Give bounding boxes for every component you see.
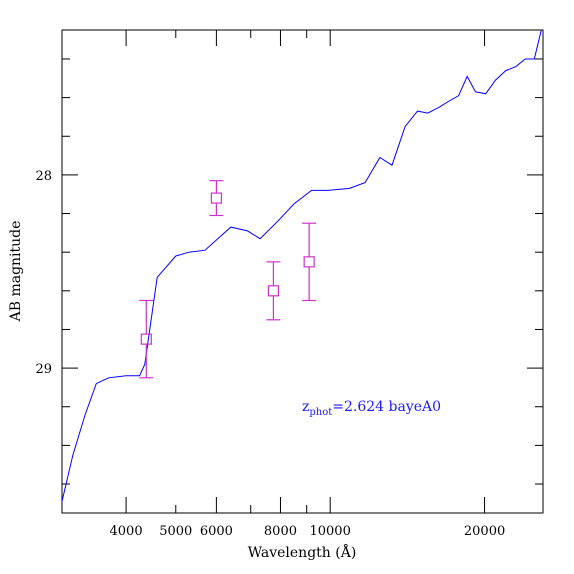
x-tick-label: 5000 — [159, 524, 192, 539]
point-marker — [140, 333, 152, 345]
data-point — [139, 299, 154, 379]
data-point — [209, 180, 224, 217]
x-tick-label: 10000 — [309, 524, 350, 539]
y-tick-label: 28 — [35, 169, 52, 184]
annotation-subscript: phot — [309, 407, 332, 418]
annotation-suffix: =2.624 bayeA0 — [332, 399, 441, 415]
data-point — [266, 261, 281, 321]
photometry-points — [139, 180, 317, 379]
point-marker — [210, 192, 222, 204]
x-tick-label: 8000 — [264, 524, 297, 539]
y-tick-labels: 28 29 — [35, 169, 52, 377]
point-marker — [267, 285, 279, 297]
plot-frame — [61, 29, 544, 514]
y-axis-label: AB magnitude — [8, 221, 24, 323]
x-tick-label: 4000 — [110, 524, 143, 539]
x-axis-label: Wavelength (Å) — [248, 543, 357, 561]
point-marker — [303, 256, 315, 268]
model-sed-line — [61, 29, 542, 502]
photo-z-annotation: zphot=2.624 bayeA0 — [302, 399, 441, 418]
x-tick-label: 20000 — [464, 524, 505, 539]
x-tick-labels: 4000 5000 6000 8000 10000 20000 — [110, 524, 506, 539]
x-tick-label: 6000 — [200, 524, 233, 539]
axis-ticks — [61, 30, 543, 513]
data-point — [302, 222, 317, 302]
y-tick-label: 29 — [35, 362, 52, 377]
annotation-prefix: z — [302, 399, 309, 415]
